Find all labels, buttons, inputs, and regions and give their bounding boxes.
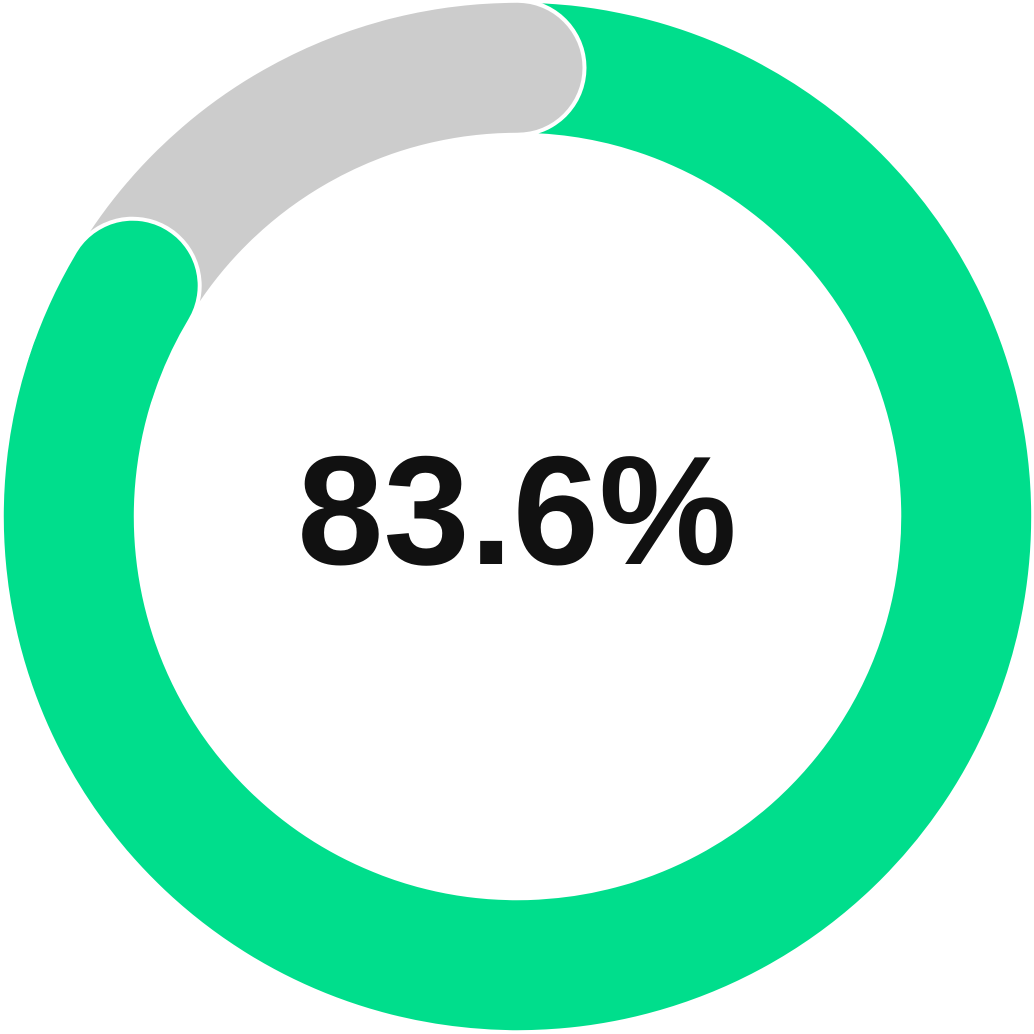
progress-cap-arc	[25, 220, 198, 444]
progress-arc	[3, 2, 1032, 1031]
